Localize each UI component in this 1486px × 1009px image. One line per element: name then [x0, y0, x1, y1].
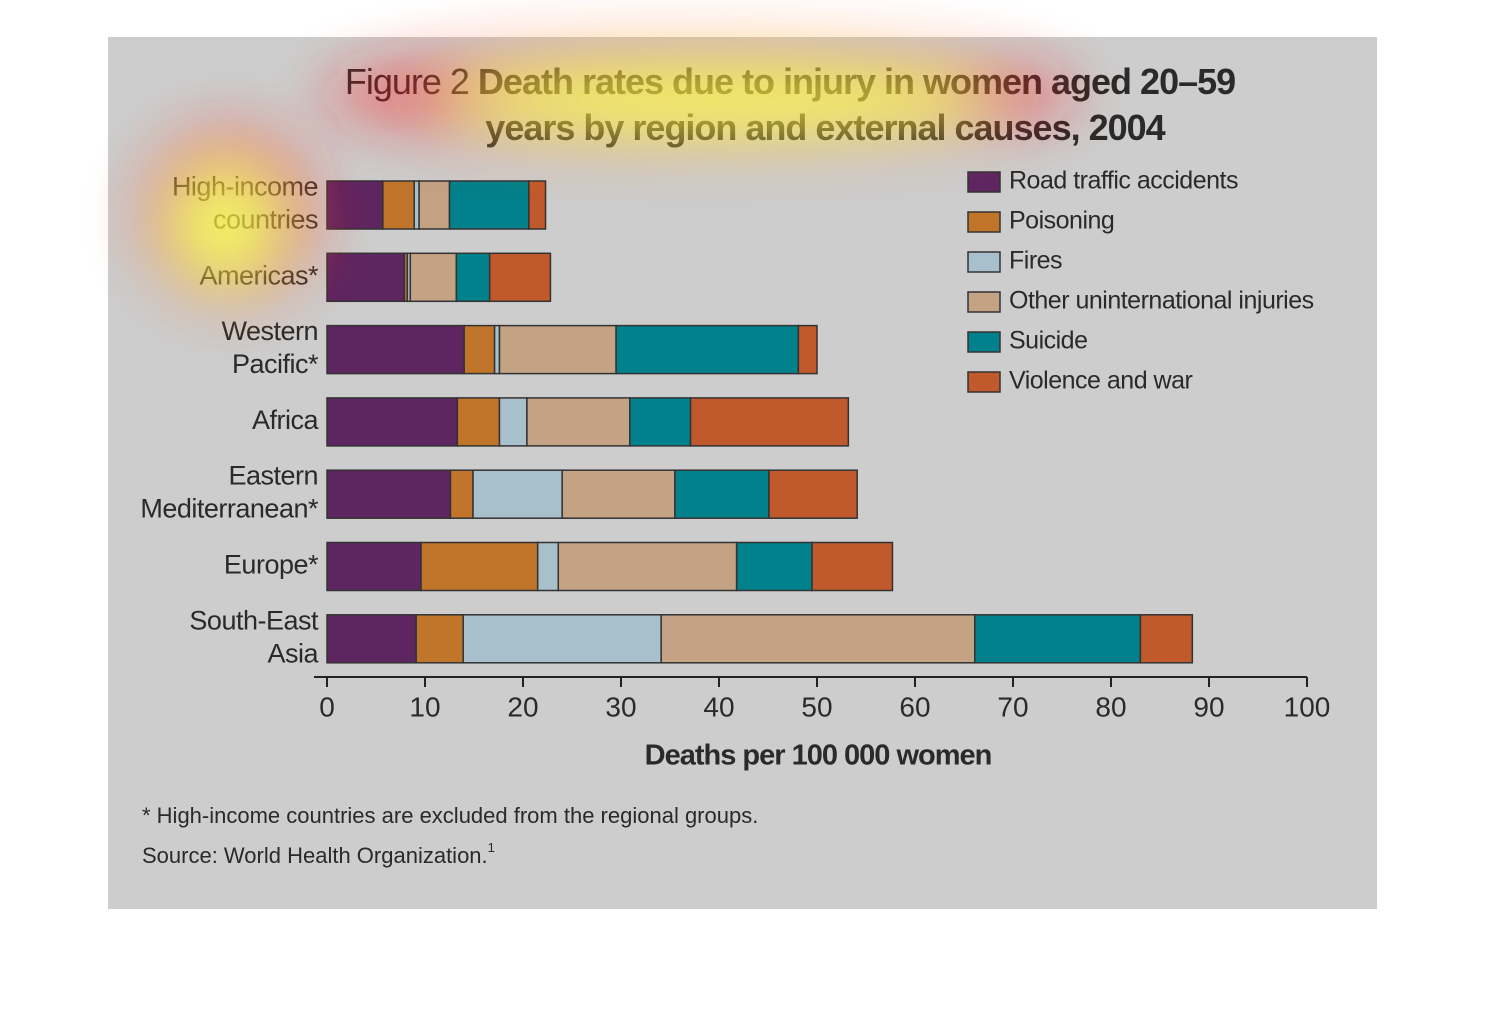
legend-label: Poisoning [1009, 207, 1114, 235]
bar-segment [418, 180, 451, 230]
y-tick-label-line: Eastern [228, 461, 318, 491]
y-tick-label-line: Mediterranean* [140, 494, 319, 524]
x-tick-label: 70 [997, 691, 1028, 722]
bar-segment [456, 397, 501, 447]
bar-segment [326, 252, 406, 303]
y-tick-label-line: Pacific* [232, 349, 319, 379]
y-tick-label: Africa [252, 405, 320, 435]
bar-segment [420, 541, 539, 592]
x-tick-label: 10 [409, 691, 440, 722]
y-tick-label: Eastern Mediterranean* [140, 461, 319, 524]
legend-swatch [967, 331, 1001, 353]
bar-segment [797, 324, 818, 375]
bar-segment [1139, 614, 1194, 664]
y-tick-label-line: Asia [267, 638, 319, 668]
legend-label: Other uninternational injuries [1009, 287, 1314, 315]
heatmap-overlay [140, 40, 1080, 305]
bar-segment [974, 614, 1142, 664]
plot: 0102030405060708090100High-incomecountri… [140, 167, 1330, 723]
bar-segment [689, 397, 850, 447]
bar-segment [557, 541, 738, 592]
legend-swatch [967, 251, 1001, 273]
source-ref: 1 [488, 840, 495, 855]
y-tick-label-line: Western [221, 316, 318, 346]
x-tick-label: 30 [605, 691, 636, 722]
bar-segment [382, 180, 415, 230]
bar-segment [463, 324, 496, 375]
bar-segment [615, 324, 800, 375]
legend-swatch [967, 371, 1001, 393]
bar-segment [536, 541, 560, 592]
bar-segment [326, 397, 459, 447]
bar-segment [735, 541, 813, 592]
bar-segment [629, 397, 692, 447]
legend-label: Suicide [1009, 327, 1088, 355]
bar-segment [326, 469, 452, 519]
bar-segment [326, 541, 422, 592]
source-text: Source: World Health Organization. [142, 843, 488, 868]
bar-segment [811, 541, 894, 592]
legend-label: Violence and war [1009, 367, 1193, 395]
legend-swatch [967, 171, 1001, 193]
x-axis-label: Deaths per 100 000 women [645, 740, 992, 772]
legend-swatch [967, 211, 1001, 233]
bar-segment [528, 180, 547, 230]
bar-segment [455, 252, 491, 303]
bar-segment [409, 252, 458, 303]
y-tick-label: Western Pacific* [221, 316, 319, 379]
x-tick-label: 50 [801, 691, 832, 722]
bar-segment [472, 469, 563, 519]
x-tick-label: 0 [319, 691, 335, 722]
bar-segment [498, 397, 528, 447]
bar-segment [326, 180, 384, 230]
bar-segment [768, 469, 858, 519]
bar-segment [488, 252, 552, 303]
bar-segment [449, 469, 474, 519]
bar-segment [326, 324, 465, 375]
x-tick-label: 100 [1284, 691, 1331, 722]
footnote: * High-income countries are excluded fro… [142, 803, 758, 828]
y-tick-label-line: Europe* [224, 550, 319, 580]
bar-segment [526, 397, 631, 447]
bar-segment [674, 469, 770, 519]
y-tick-label-line: Africa [252, 405, 320, 435]
x-tick-label: 80 [1095, 691, 1126, 722]
legend-swatch [967, 291, 1001, 313]
x-tick-label: 60 [899, 691, 930, 722]
x-tick-label: 40 [703, 691, 734, 722]
bar-segment [462, 614, 662, 664]
x-tick-label: 90 [1193, 691, 1224, 722]
bar-segment [498, 324, 617, 375]
bar-segment [415, 614, 464, 664]
bar-segment [660, 614, 976, 664]
y-tick-label: Europe* [224, 550, 319, 580]
y-tick-label: South-East Asia [189, 605, 319, 668]
legend-label: Road traffic accidents [1009, 167, 1238, 195]
source: Source: World Health Organization.1 [142, 840, 495, 867]
legend-label: Fires [1009, 247, 1062, 275]
x-tick-label: 20 [507, 691, 538, 722]
bar-segment [561, 469, 676, 519]
bar-segment [448, 180, 530, 230]
bar-segment [326, 614, 417, 664]
y-tick-label-line: South-East [189, 605, 319, 635]
